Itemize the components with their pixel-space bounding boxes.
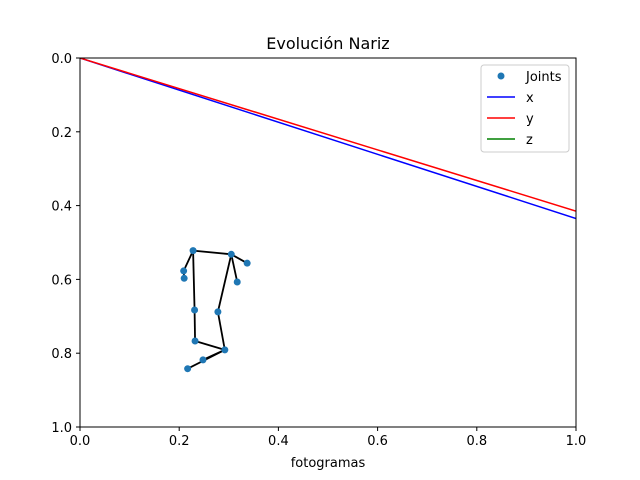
- y-tick-label-0: 0.0: [51, 52, 72, 67]
- plot-area: [80, 58, 576, 373]
- joint-point-4: [180, 267, 188, 275]
- skeleton-bone-8: [217, 254, 233, 313]
- x-tick-label-3: 0.6: [367, 434, 388, 449]
- y-tick-label-1: 0.2: [51, 126, 72, 141]
- series-line-y: [80, 58, 576, 212]
- joint-point-3: [233, 278, 241, 286]
- skeleton-bone-7: [217, 311, 226, 351]
- x-tick-label-0: 0.0: [70, 434, 91, 449]
- legend-marker-0: [497, 72, 505, 80]
- axis-ticks: 0.0 0.2 0.4 0.6 0.8 1.00.00.20.40.60.81.0: [51, 52, 586, 449]
- skeleton-bone-4: [192, 250, 196, 311]
- joint-point-9: [221, 346, 229, 354]
- y-tick-label-3: 0.6: [51, 273, 72, 288]
- x-tick-label-5: 1.0: [566, 434, 587, 449]
- x-tick-label-4: 0.8: [466, 434, 487, 449]
- y-tick-label-2: 0.4: [51, 200, 72, 215]
- skeleton-bone-2: [230, 254, 239, 283]
- x-axis-label: fotogramas: [291, 456, 366, 471]
- legend-label-0: Joints: [525, 70, 562, 85]
- joint-point-10: [199, 356, 207, 364]
- joint-point-5: [180, 274, 188, 282]
- joint-point-8: [191, 337, 199, 345]
- legend: Joints xyz: [480, 64, 570, 153]
- skeleton-bone-6: [194, 340, 226, 351]
- y-tick-label-4: 0.8: [51, 347, 72, 362]
- legend-label-3: z: [526, 133, 533, 148]
- x-tick-label-2: 0.4: [268, 434, 289, 449]
- joint-point-11: [184, 365, 192, 373]
- legend-box: [480, 64, 570, 153]
- joint-point-7: [214, 308, 222, 316]
- legend-label-2: y: [526, 112, 534, 127]
- chart-title: Evolución Nariz: [266, 34, 389, 53]
- skeleton-bone-0: [182, 250, 194, 272]
- axes-frame: [79, 57, 577, 428]
- y-tick-label-5: 1.0: [51, 421, 72, 436]
- joint-point-1: [227, 250, 235, 258]
- skeleton-bone-1: [193, 249, 232, 256]
- joint-point-2: [243, 259, 251, 267]
- series-line-x: [80, 58, 576, 220]
- x-tick-label-1: 0.2: [169, 434, 190, 449]
- joint-point-0: [189, 247, 197, 255]
- legend-label-1: x: [526, 91, 534, 106]
- joint-point-6: [191, 306, 199, 314]
